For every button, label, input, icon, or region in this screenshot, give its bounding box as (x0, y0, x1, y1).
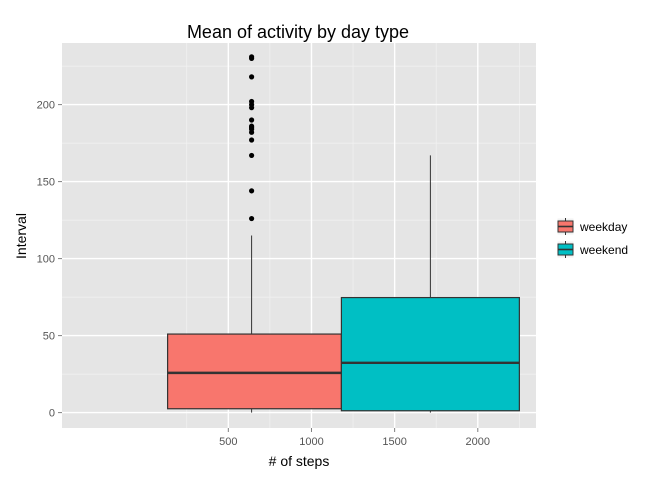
x-tick-label: 1000 (299, 436, 323, 448)
y-tick-label: 200 (37, 100, 55, 112)
y-tick-label: 50 (43, 331, 55, 343)
box-weekend (340, 155, 520, 413)
y-tick-label: 100 (37, 254, 55, 266)
x-tick-label: 1500 (382, 436, 406, 448)
outlier-point (249, 74, 255, 80)
x-tick-label: 2000 (466, 436, 490, 448)
outlier-point (249, 188, 255, 194)
chart-title: Mean of activity by day type (187, 22, 409, 42)
outlier-point (249, 98, 255, 105)
box-weekday (167, 54, 343, 413)
box-series (167, 54, 520, 413)
box-body (340, 296, 520, 412)
outlier-point (249, 152, 255, 159)
legend-item-weekend: weekend (556, 240, 628, 259)
outlier-point (249, 137, 255, 143)
x-axis-ticks: 500 1000 1500 2000 (219, 428, 490, 448)
outlier-point (249, 54, 255, 60)
outlier-point (249, 215, 255, 222)
legend-item-weekday: weekday (556, 217, 627, 236)
box-body (167, 333, 343, 410)
x-axis-label: # of steps (269, 453, 330, 469)
y-axis-ticks: 0 50 100 150 200 (37, 100, 62, 420)
outlier-point (249, 117, 255, 123)
outlier-point (249, 123, 255, 129)
y-axis-label: Interval (13, 213, 29, 259)
y-tick-label: 0 (49, 408, 55, 420)
legend-label: weekday (579, 220, 627, 234)
y-tick-label: 150 (37, 177, 55, 189)
legend-label: weekend (579, 243, 628, 257)
legend: weekday weekend (556, 217, 628, 259)
x-tick-label: 500 (219, 436, 237, 448)
